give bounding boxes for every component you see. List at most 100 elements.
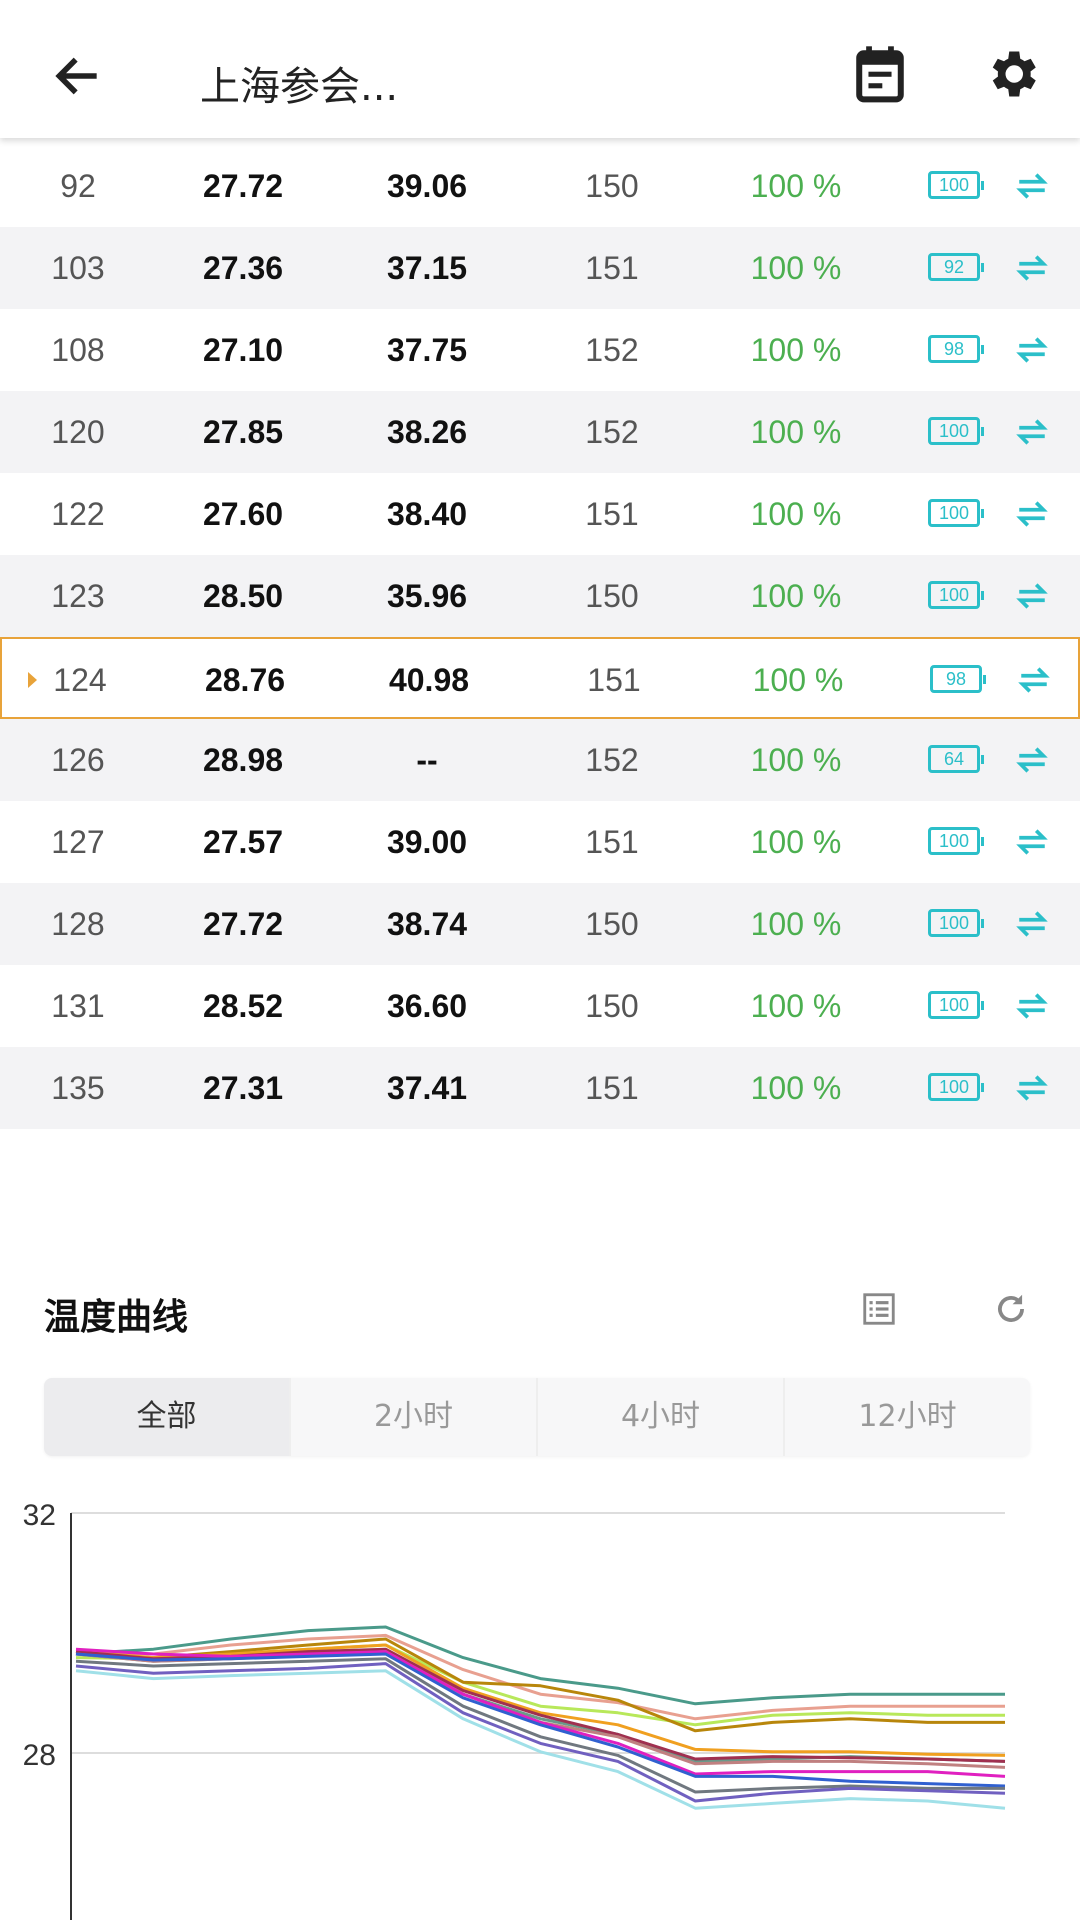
humidity-cell: 35.96 [386, 578, 468, 614]
device-id-cell: 120 [51, 414, 105, 450]
arrow-left-icon[interactable] [50, 48, 106, 104]
battery-icon: 100 [928, 991, 984, 1019]
swap-icon[interactable] [1014, 497, 1050, 531]
reading-cell: 150 [585, 578, 639, 614]
humidity-cell: 37.41 [386, 1070, 468, 1106]
device-id-cell: 131 [51, 988, 105, 1024]
humidity-cell: -- [416, 742, 438, 778]
page-title: 上海参会... [200, 64, 399, 110]
battery-icon: 100 [928, 499, 984, 527]
time-range-tabs: 全部 2小时 4小时 12小时 [44, 1378, 1030, 1456]
humidity-cell: 38.74 [386, 906, 468, 942]
signal-cell: 100 % [750, 1070, 842, 1106]
battery-icon: 100 [928, 827, 984, 855]
reading-cell: 151 [585, 496, 639, 532]
temperature-cell: 28.76 [204, 662, 286, 698]
table-row[interactable]: 123 28.50 35.96 150 100 % 100 [0, 555, 1080, 637]
series-line-10 [75, 1652, 1006, 1788]
signal-cell: 100 % [750, 168, 842, 204]
calendar-note-icon[interactable] [852, 44, 908, 104]
humidity-cell: 37.15 [386, 250, 468, 286]
section-title: 温度曲线 [44, 1297, 189, 1338]
series-line-11 [75, 1657, 1005, 1794]
device-id-cell: 124 [53, 662, 107, 698]
reading-cell: 151 [585, 824, 639, 860]
humidity-cell: 39.00 [386, 824, 468, 860]
series-line-4 [75, 1637, 1005, 1733]
signal-cell: 100 % [750, 496, 842, 532]
battery-icon: 100 [928, 1073, 984, 1101]
table-row[interactable]: 135 27.31 37.41 151 100 % 100 [0, 1047, 1080, 1129]
temperature-cell: 27.36 [202, 250, 284, 286]
battery-icon: 100 [928, 581, 984, 609]
device-id-cell: 92 [60, 168, 96, 204]
series-line-9 [75, 1647, 1006, 1778]
reading-cell: 150 [585, 906, 639, 942]
humidity-cell: 40.98 [388, 662, 470, 698]
signal-cell: 100 % [750, 414, 842, 450]
table-row[interactable]: 120 27.85 38.26 152 100 % 100 [0, 391, 1080, 473]
battery-icon: 98 [928, 335, 984, 363]
swap-icon[interactable] [1014, 989, 1050, 1023]
temperature-cell: 27.57 [202, 824, 284, 860]
table-row[interactable]: 122 27.60 38.40 151 100 % 100 [0, 473, 1080, 555]
swap-icon[interactable] [1016, 663, 1052, 697]
tab-2h[interactable]: 2小时 [289, 1378, 536, 1456]
swap-icon[interactable] [1014, 579, 1050, 613]
table-row[interactable]: 92 27.72 39.06 150 100 % 100 [0, 145, 1080, 227]
humidity-cell: 38.26 [386, 414, 468, 450]
table-row[interactable]: 127 27.57 39.00 151 100 % 100 [0, 801, 1080, 883]
refresh-icon[interactable] [992, 1290, 1030, 1328]
battery-icon: 100 [928, 417, 984, 445]
series-line-8 [75, 1650, 1006, 1769]
swap-icon[interactable] [1014, 1071, 1050, 1105]
signal-cell: 100 % [750, 578, 842, 614]
reading-cell: 151 [585, 250, 639, 286]
list-icon[interactable] [860, 1290, 898, 1328]
series-line-1 [75, 1625, 1005, 1706]
tab-4h[interactable]: 4小时 [536, 1378, 783, 1456]
temperature-cell: 27.85 [202, 414, 284, 450]
temperature-cell: 27.31 [202, 1070, 284, 1106]
table-row[interactable]: 108 27.10 37.75 152 100 % 98 [0, 309, 1080, 391]
humidity-cell: 39.06 [386, 168, 468, 204]
reading-cell: 152 [585, 332, 639, 368]
device-id-cell: 128 [51, 906, 105, 942]
swap-icon[interactable] [1014, 825, 1050, 859]
swap-icon[interactable] [1014, 743, 1050, 777]
gear-icon[interactable] [982, 44, 1042, 104]
series-line-5 [75, 1643, 1006, 1757]
device-id-cell: 103 [51, 250, 105, 286]
app-header: 上海参会... [0, 0, 1080, 138]
reading-cell: 150 [585, 988, 639, 1024]
humidity-cell: 37.75 [386, 332, 468, 368]
reading-cell: 152 [585, 414, 639, 450]
device-table: 92 27.72 39.06 150 100 % 100 103 27.36 37.15 151 1… [0, 145, 1080, 1129]
swap-icon[interactable] [1014, 907, 1050, 941]
tab-all[interactable]: 全部 [44, 1378, 289, 1456]
signal-cell: 100 % [750, 250, 842, 286]
reading-cell: 150 [585, 168, 639, 204]
swap-icon[interactable] [1014, 333, 1050, 367]
reading-cell: 151 [587, 662, 641, 698]
swap-icon[interactable] [1014, 415, 1050, 449]
temperature-chart: 32 28 [23, 1499, 1006, 1920]
table-row[interactable]: 126 28.98 -- 152 100 % 64 [0, 719, 1080, 801]
temperature-cell: 28.50 [202, 578, 284, 614]
y-tick-label: 28 [23, 1739, 56, 1772]
temperature-cell: 27.60 [202, 496, 284, 532]
table-row[interactable]: 131 28.52 36.60 150 100 % 100 [0, 965, 1080, 1047]
device-id-cell: 123 [51, 578, 105, 614]
table-row[interactable]: 128 27.72 38.74 150 100 % 100 [0, 883, 1080, 965]
table-row[interactable]: 103 27.36 37.15 151 100 % 92 [0, 227, 1080, 309]
series-line-12 [75, 1662, 1006, 1803]
tab-12h[interactable]: 12小时 [783, 1378, 1030, 1456]
temperature-cell: 27.10 [202, 332, 284, 368]
y-tick-label: 32 [23, 1499, 56, 1532]
table-row[interactable]: 124 28.76 40.98 151 100 % 98 [0, 637, 1080, 719]
device-id-cell: 122 [51, 496, 105, 532]
temperature-cell: 28.52 [202, 988, 284, 1024]
swap-icon[interactable] [1014, 251, 1050, 285]
swap-icon[interactable] [1014, 169, 1050, 203]
signal-cell: 100 % [752, 662, 844, 698]
